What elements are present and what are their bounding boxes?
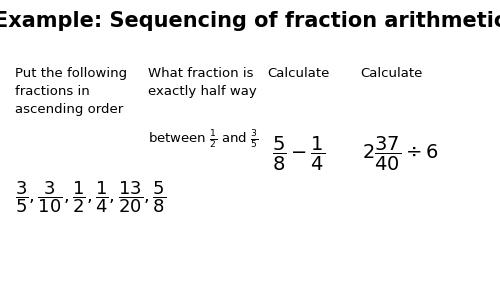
Text: Example: Sequencing of fraction arithmetic: Example: Sequencing of fraction arithmet… — [0, 11, 500, 31]
Text: Put the following
fractions in
ascending order: Put the following fractions in ascending… — [15, 67, 127, 116]
Text: What fraction is
exactly half way: What fraction is exactly half way — [148, 67, 256, 98]
Text: $\dfrac{5}{8} - \dfrac{1}{4}$: $\dfrac{5}{8} - \dfrac{1}{4}$ — [272, 135, 326, 173]
Text: Calculate: Calculate — [268, 67, 330, 80]
Text: between $\frac{1}{2}$ and $\frac{3}{5}$: between $\frac{1}{2}$ and $\frac{3}{5}$ — [148, 129, 258, 151]
Text: $\dfrac{3}{5}, \dfrac{3}{10}, \dfrac{1}{2}, \dfrac{1}{4}, \dfrac{13}{20}, \dfrac: $\dfrac{3}{5}, \dfrac{3}{10}, \dfrac{1}{… — [15, 180, 166, 216]
Text: $2\dfrac{37}{40} \div 6$: $2\dfrac{37}{40} \div 6$ — [362, 135, 439, 173]
Text: Calculate: Calculate — [360, 67, 422, 80]
